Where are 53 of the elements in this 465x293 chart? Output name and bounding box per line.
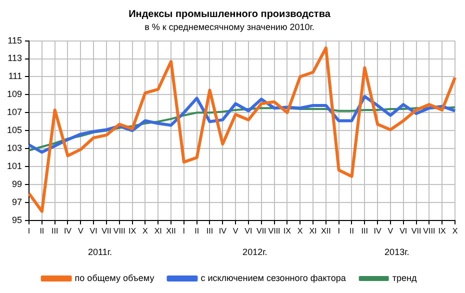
x-tick-label: VIII — [113, 226, 126, 236]
x-tick-label: IX — [283, 226, 292, 236]
y-tick-label: 111 — [8, 71, 22, 82]
text: 2013г. — [384, 246, 410, 257]
x-tick-label: IV — [374, 226, 382, 236]
y-tick-label: 95 — [12, 214, 22, 225]
x-tick-label: IV — [218, 226, 228, 236]
x-tick-label: III — [206, 226, 214, 236]
y-tick-label: 105 — [6, 125, 22, 136]
x-tick-label: VII — [256, 226, 266, 236]
chart-subtitle: в % к среднемесячному значению 2010г. — [144, 22, 314, 32]
legend-label: по общему объему — [74, 272, 155, 283]
x-tick-label: XII — [166, 226, 176, 236]
y-tick-label: 97 — [12, 196, 22, 207]
y-tick-label: 109 — [6, 89, 22, 100]
y-tick-label: 107 — [6, 107, 22, 118]
x-tick-label: I — [182, 226, 186, 236]
x-tick-label: VI — [90, 226, 98, 236]
x-tick-label: VIII — [423, 226, 436, 236]
x-tick-label: III — [361, 226, 368, 236]
chart-title: Индексы промышленного производства — [128, 8, 331, 20]
x-tick-label: I — [338, 226, 340, 236]
y-tick-label: 99 — [12, 178, 22, 189]
x-tick-label: I — [28, 226, 30, 236]
x-tick-label: VI — [400, 226, 408, 236]
x-tick-label: VII — [102, 226, 112, 236]
x-tick-label: X — [452, 226, 458, 236]
x-tick-label: II — [194, 226, 200, 236]
x-tick-label: V — [232, 226, 239, 236]
x-tick-label: X — [297, 226, 304, 236]
legend-label: тренд — [392, 272, 418, 283]
x-tick-label: V — [388, 226, 394, 236]
x-tick-label: XI — [309, 226, 317, 236]
y-tick-label: 103 — [6, 143, 22, 154]
x-tick-label: VIII — [268, 226, 280, 236]
x-tick-label: VI — [244, 226, 252, 236]
x-tick-label: II — [350, 226, 354, 236]
x-tick-label: IX — [438, 226, 447, 236]
y-tick-label: 115 — [8, 35, 22, 46]
y-tick-label: 101 — [6, 161, 22, 172]
x-tick-label: X — [142, 226, 149, 236]
x-tick-label: XI — [154, 226, 162, 236]
x-tick-label: III — [51, 226, 58, 236]
text: 2011г. — [88, 246, 112, 257]
x-tick-label: VII — [411, 226, 422, 236]
x-tick-label: II — [40, 226, 44, 236]
legend-label: с исключением сезонного фактора — [200, 272, 346, 283]
x-tick-label: XII — [321, 226, 331, 236]
x-tick-label: IV — [64, 226, 72, 236]
y-tick-label: 113 — [8, 53, 22, 64]
text: 2012г. — [242, 246, 268, 257]
x-tick-label: V — [78, 226, 84, 236]
x-tick-label: IX — [128, 226, 137, 236]
